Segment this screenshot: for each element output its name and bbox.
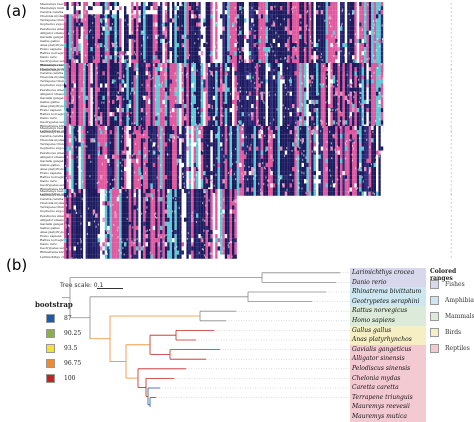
taxon-label: Rattus norvegicus [350, 306, 426, 316]
taxon-label: Mauremys reevesii [350, 402, 426, 412]
taxon-label: Homo sapiens [350, 316, 426, 326]
taxon-label: Gavialis gangeticus [350, 345, 426, 355]
taxon-label: Mauremys mutica [350, 412, 426, 422]
taxon-label: Larimichthys crocea [350, 268, 426, 278]
taxon-label: Rhinatrema bivittatum [350, 287, 426, 297]
taxon-label: Geotrypetes seraphini [350, 297, 426, 307]
taxon-label: Caretta caretta [350, 383, 426, 393]
taxon-label: Chelonia mydas [350, 374, 426, 384]
taxon-label: Gallus gallus [350, 326, 426, 336]
taxon-label: Pelodiscus sinensis [350, 364, 426, 374]
taxon-label: Alligator sinensis [350, 354, 426, 364]
taxon-label: Danio rerio [350, 278, 426, 288]
taxon-label: Terrapene triunguis [350, 393, 426, 403]
taxon-label: Anas platyrhynchos [350, 335, 426, 345]
